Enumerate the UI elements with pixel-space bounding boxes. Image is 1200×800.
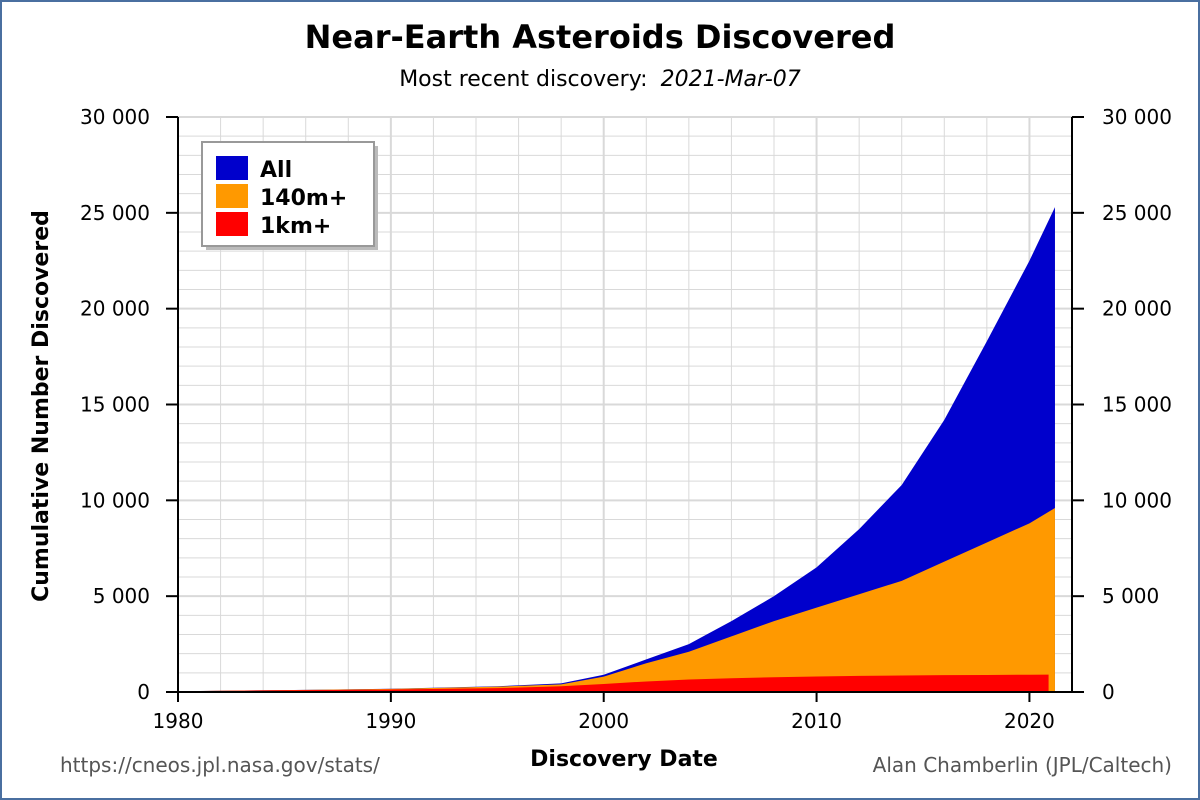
y-tick-label-left: 0	[137, 680, 150, 704]
x-axis-label: Discovery Date	[530, 747, 718, 772]
y-tick-label-right: 20 000	[1102, 297, 1172, 321]
credit-text: Alan Chamberlin (JPL/Caltech)	[873, 753, 1172, 777]
y-tick-label-right: 25 000	[1102, 201, 1172, 225]
legend-label: All	[260, 158, 292, 183]
y-tick-label-left: 15 000	[80, 393, 150, 417]
area-all	[178, 207, 1055, 693]
chart-subtitle: Most recent discovery: 2021-Mar-07	[399, 67, 801, 92]
x-tick-label: 2010	[791, 709, 842, 733]
area-1km-	[178, 674, 1049, 692]
y-tick-label-left: 20 000	[80, 297, 150, 321]
x-tick-label: 2000	[578, 709, 629, 733]
legend-swatch-all	[216, 156, 248, 180]
legend-label: 140m+	[260, 186, 347, 211]
y-tick-label-right: 5 000	[1102, 584, 1159, 608]
x-tick-label: 2020	[1004, 709, 1055, 733]
axes	[166, 116, 1084, 702]
chart-title: Near-Earth Asteroids Discovered	[305, 18, 896, 56]
area-140m-	[178, 508, 1055, 692]
legend-swatch-1km-	[216, 212, 248, 236]
area-series-layer	[178, 207, 1055, 693]
y-tick-label-right: 30 000	[1102, 105, 1172, 129]
y-tick-label-right: 0	[1102, 680, 1115, 704]
x-tick-label: 1980	[153, 709, 204, 733]
y-tick-label-left: 5 000	[93, 584, 150, 608]
x-tick-label: 1990	[365, 709, 416, 733]
y-tick-label-left: 10 000	[80, 488, 150, 512]
y-tick-label-left: 25 000	[80, 201, 150, 225]
tick-labels: 0 0 5 000 5 000 10 000 10 000 15 000 15 000 20 0…	[80, 105, 1172, 733]
legend: All 140m+ 1km+	[201, 141, 378, 250]
subtitle-date: 2021-Mar-07	[661, 67, 801, 92]
subtitle-label: Most recent discovery:	[399, 67, 647, 92]
legend-label: 1km+	[260, 214, 331, 239]
source-url[interactable]: https://cneos.jpl.nasa.gov/stats/	[60, 753, 380, 777]
y-tick-label-right: 10 000	[1102, 488, 1172, 512]
y-tick-label-right: 15 000	[1102, 393, 1172, 417]
legend-swatch-140m-	[216, 184, 248, 208]
y-axis-label: Cumulative Number Discovered	[29, 210, 54, 602]
y-tick-label-left: 30 000	[80, 105, 150, 129]
